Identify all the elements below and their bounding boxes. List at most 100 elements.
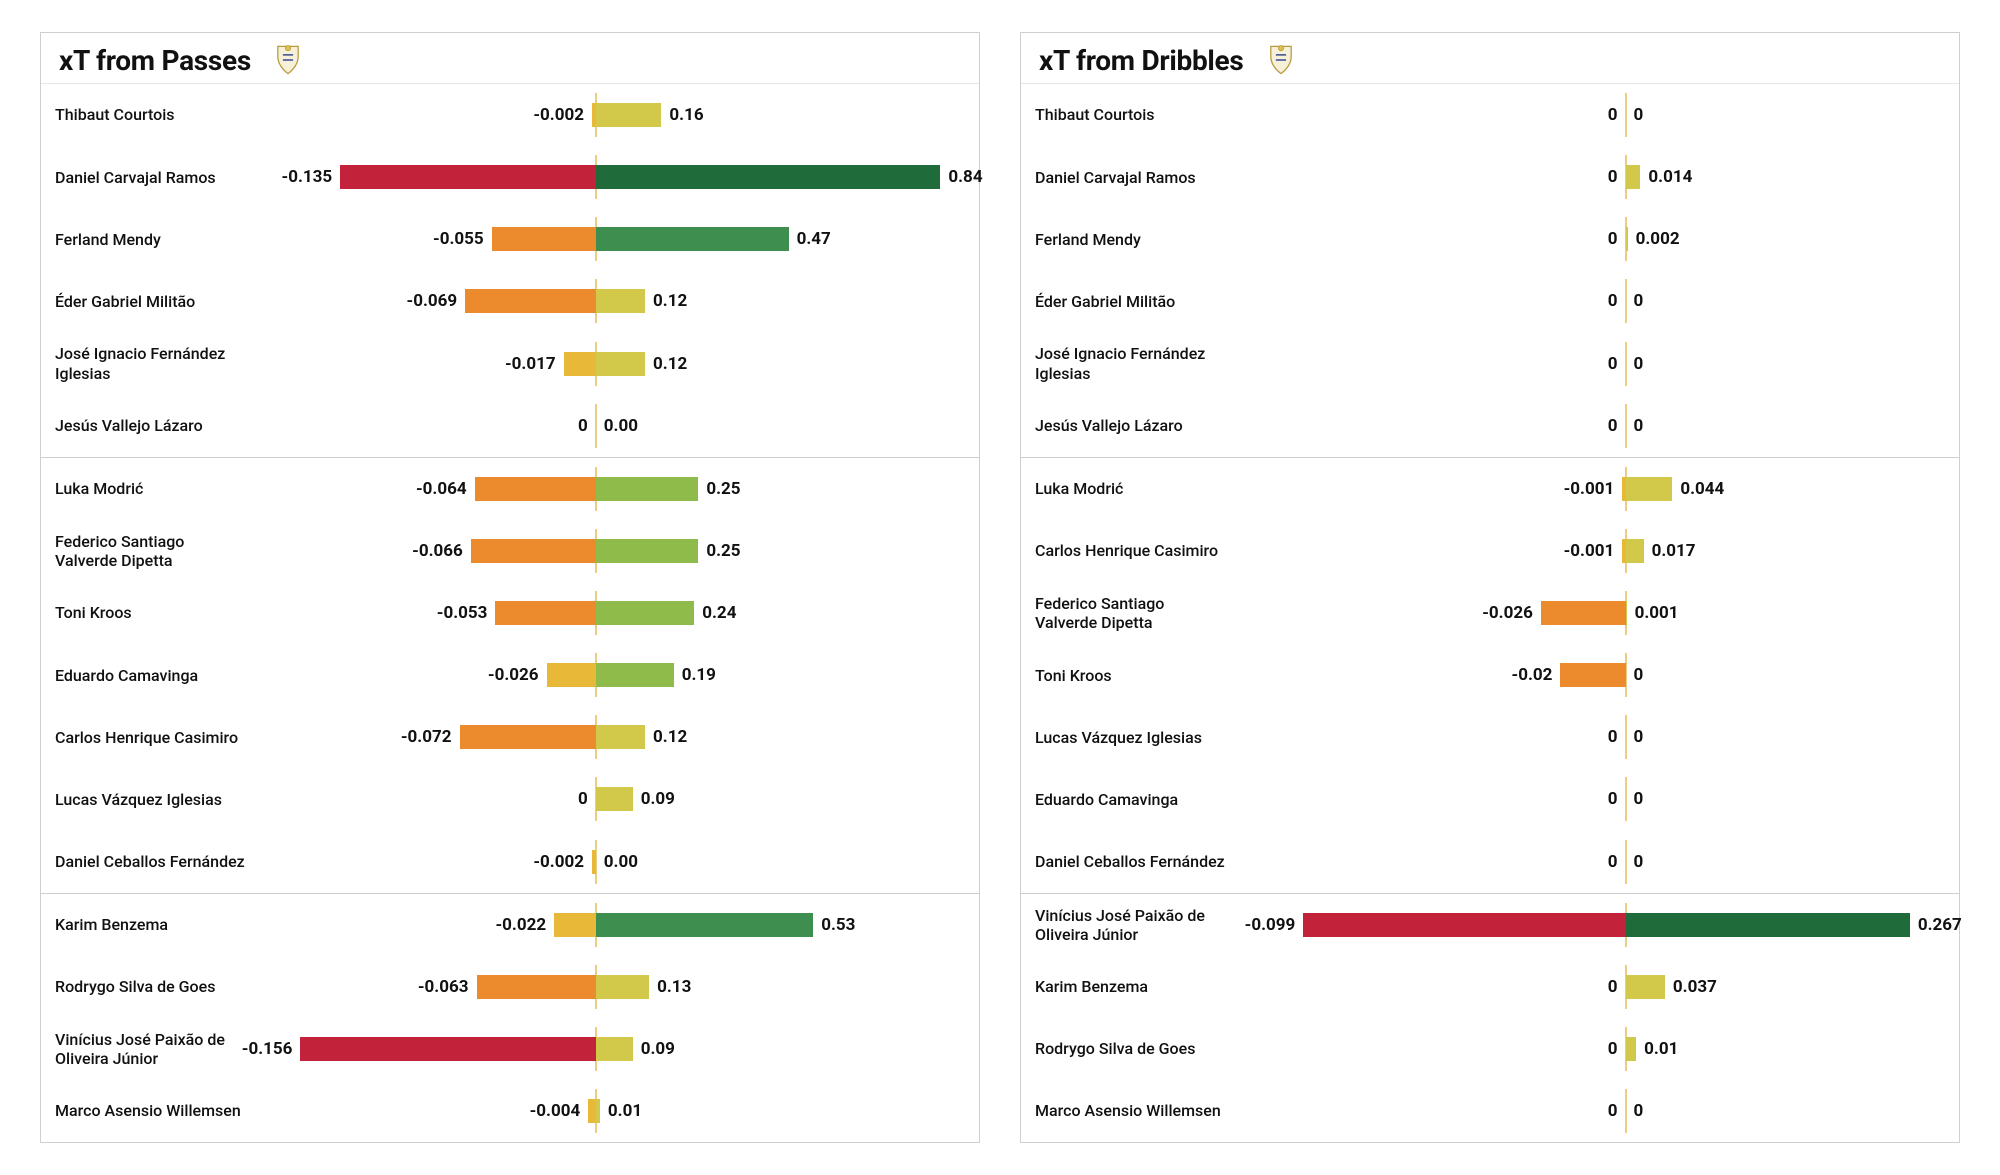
player-name: Karim Benzema: [55, 915, 255, 934]
value-label-negative: 0: [578, 416, 596, 436]
chart-cell: 00: [1235, 84, 1945, 146]
player-name: Daniel Carvajal Ramos: [1035, 168, 1235, 187]
bar-negative: [1303, 913, 1625, 937]
chart-cell: -0.0040.01: [255, 1080, 965, 1142]
bar-track: -0.0690.12: [255, 285, 965, 317]
chart-cell: -0.020: [1235, 644, 1945, 706]
value-label-positive: 0.25: [698, 541, 740, 561]
bar-track: 0 0.014: [1235, 161, 1945, 193]
bar-track: -0.0260.19: [255, 659, 965, 691]
value-label-negative: 0: [1608, 727, 1626, 747]
bar-track: 00: [1235, 1095, 1945, 1127]
chart-row: Lucas Vázquez Iglesias00: [1021, 706, 1959, 768]
bar-positive: [596, 289, 645, 313]
value-label-negative: 0: [578, 789, 596, 809]
bar-track: 00: [1235, 410, 1945, 442]
value-label-negative: 0: [1608, 977, 1626, 997]
player-name: Carlos Henrique Casimiro: [1035, 541, 1235, 560]
chart-cell: 00: [1235, 1080, 1945, 1142]
value-label-positive: 0.014: [1640, 167, 1692, 187]
chart-cell: 00: [1235, 395, 1945, 457]
value-label-positive: 0: [1626, 665, 1644, 685]
value-label-negative: -0.066: [412, 541, 471, 561]
value-label-positive: 0.12: [645, 354, 687, 374]
value-label-negative: 0: [1608, 789, 1626, 809]
bar-negative: [492, 227, 596, 251]
value-label-positive: 0.09: [633, 1039, 675, 1059]
chart-cell: -0.1350.84: [255, 146, 965, 208]
value-label-positive: 0: [1626, 105, 1644, 125]
chart-cell: -0.001 0.044: [1235, 458, 1945, 520]
chart-cell: -0.0550.47: [255, 208, 965, 270]
bar-track: -0.0990.267: [1235, 909, 1945, 941]
chart-row: Rodrygo Silva de Goes00.01: [1021, 1018, 1959, 1080]
chart-row: Thibaut Courtois-0.0020.16: [41, 84, 979, 146]
chart-cell: -0.0720.12: [255, 706, 965, 768]
value-label-positive: 0.002: [1628, 229, 1680, 249]
chart-cell: -0.026 0.001: [1235, 582, 1945, 644]
chart-cell: -0.0220.53: [255, 894, 965, 956]
value-label-positive: 0: [1626, 416, 1644, 436]
chart-row: Vinícius José Paixão de Oliveira Júnior-…: [41, 1018, 979, 1080]
bar-positive: [1626, 539, 1644, 563]
bar-track: -0.0220.53: [255, 909, 965, 941]
value-label-positive: 0.044: [1672, 479, 1724, 499]
chart-cell: -0.0690.12: [255, 270, 965, 332]
value-label-positive: 0.84: [940, 167, 982, 187]
value-label-negative: 0: [1608, 1101, 1626, 1121]
chart-cell: 00: [1235, 768, 1945, 830]
chart-row: Daniel Ceballos Fernández00: [1021, 831, 1959, 893]
bar-track: -0.0530.24: [255, 597, 965, 629]
value-label-positive: 0.267: [1910, 915, 1962, 935]
value-label-negative: -0.026: [1482, 603, 1541, 623]
chart-row: Karim Benzema00.037: [1021, 956, 1959, 1018]
bar-negative: [477, 975, 596, 999]
bar-track: 00: [1235, 783, 1945, 815]
value-label-negative: 0: [1608, 105, 1626, 125]
chart-cell: -0.0530.24: [255, 582, 965, 644]
bar-track: -0.026 0.001: [1235, 597, 1945, 629]
value-label-negative: -0.064: [416, 479, 475, 499]
chart-cell: -0.066 0.25: [255, 520, 965, 582]
bar-positive: [596, 165, 941, 189]
bar-positive: [596, 477, 699, 501]
player-name: Daniel Ceballos Fernández: [1035, 852, 1235, 871]
chart-cell: 00: [1235, 333, 1945, 395]
player-name: Ferland Mendy: [55, 230, 255, 249]
player-name: Eduardo Camavinga: [55, 666, 255, 685]
value-label-negative: 0: [1608, 354, 1626, 374]
chart-row: Éder Gabriel Militão00: [1021, 270, 1959, 332]
player-name: Federico Santiago Valverde Dipetta: [1035, 594, 1235, 632]
value-label-positive: 0.017: [1644, 541, 1696, 561]
chart-row: Luka Modrić-0.0640.25: [41, 457, 979, 520]
chart-cell: 0 0.014: [1235, 146, 1945, 208]
player-name: Éder Gabriel Militão: [55, 292, 255, 311]
bar-track: -0.0010.017: [1235, 535, 1945, 567]
player-name: José Ignacio Fernández Iglesias: [55, 344, 255, 382]
chart-cell: -0.0010.017: [1235, 520, 1945, 582]
bar-track: 00.002: [1235, 223, 1945, 255]
team-crest-icon: [271, 43, 305, 77]
panel-title: xT from Dribbles: [1039, 44, 1244, 77]
bar-negative: [300, 1037, 595, 1061]
bar-positive: [596, 539, 699, 563]
value-label-negative: 0: [1608, 167, 1626, 187]
value-label-positive: 0: [1626, 789, 1644, 809]
chart-cell: -0.0170.12: [255, 333, 965, 395]
bar-track: 00: [1235, 99, 1945, 131]
chart-cell: -0.0990.267: [1235, 894, 1945, 956]
value-label-positive: 0.00: [596, 416, 638, 436]
value-label-positive: 0.16: [661, 105, 703, 125]
bar-negative: [465, 289, 596, 313]
bar-positive: [1626, 165, 1641, 189]
rows-container: Thibaut Courtois00Daniel Carvajal Ramos0…: [1021, 84, 1959, 1142]
bar-track: 00.09: [255, 783, 965, 815]
chart-row: Carlos Henrique Casimiro-0.0720.12: [41, 706, 979, 768]
value-label-negative: -0.001: [1564, 479, 1623, 499]
chart-row: Toni Kroos-0.0530.24: [41, 582, 979, 644]
chart-row: José Ignacio Fernández Iglesias-0.0170.1…: [41, 333, 979, 395]
bar-positive: [1626, 1037, 1637, 1061]
value-label-positive: 0.001: [1627, 603, 1679, 623]
value-label-positive: 0.12: [645, 291, 687, 311]
panel-dribbles: xT from Dribbles Thibaut Courtois00Danie…: [1020, 32, 1960, 1143]
